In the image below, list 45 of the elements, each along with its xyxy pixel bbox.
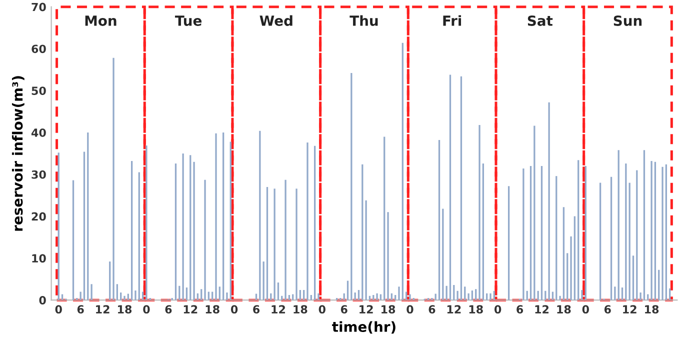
x-tick-label: 18 xyxy=(206,305,220,314)
x-tick-label: 0 xyxy=(230,305,238,314)
x-tick-label: 6 xyxy=(516,305,524,314)
x-tick-label: 18 xyxy=(469,305,483,314)
x-tick-label: 12 xyxy=(623,305,636,314)
x-tick-label: 12 xyxy=(184,305,198,314)
x-tick-label: 18 xyxy=(645,305,659,314)
annotation: Fri xyxy=(443,15,462,26)
y-tick-label: 10 xyxy=(32,254,46,263)
x-tick-label: 6 xyxy=(77,305,84,314)
x-tick-label: 0 xyxy=(406,305,414,314)
annotation: Wed xyxy=(260,15,292,26)
x-tick-label: 18 xyxy=(294,305,308,314)
x-tick-label: 12 xyxy=(360,305,373,314)
x-tick-label: 0 xyxy=(55,305,62,314)
x-tick-label: 6 xyxy=(428,305,436,314)
x-tick-label: 12 xyxy=(447,305,461,314)
annotation: Sat xyxy=(528,15,553,26)
x-tick-label: 12 xyxy=(96,305,110,314)
x-tick-label: 12 xyxy=(272,305,285,314)
y-axis-title: reservoir inflow(m³) xyxy=(12,76,24,231)
annotation: Sun xyxy=(614,15,642,26)
x-tick-label: 6 xyxy=(604,305,611,314)
x-tick-label: 0 xyxy=(582,305,589,314)
x-tick-label: 18 xyxy=(382,305,396,314)
y-tick-label: 30 xyxy=(32,170,46,179)
x-tick-label: 6 xyxy=(340,305,348,314)
x-tick-label: 6 xyxy=(253,305,260,314)
y-tick-label: 20 xyxy=(32,212,46,221)
x-tick-label: 0 xyxy=(143,305,150,314)
y-tick-label: 0 xyxy=(39,296,46,304)
y-tick-label: 70 xyxy=(32,2,46,12)
y-tick-label: 50 xyxy=(32,86,46,95)
x-tick-label: 0 xyxy=(318,305,326,314)
annotation: Tue xyxy=(174,16,202,26)
x-axis-title: time(hr) xyxy=(332,321,396,334)
y-tick-label: 40 xyxy=(31,128,46,137)
x-tick-label: 18 xyxy=(118,305,132,314)
x-tick-label: 6 xyxy=(165,305,172,314)
annotation: Mon xyxy=(85,16,116,26)
annotation: Thu xyxy=(350,15,378,26)
x-tick-label: 12 xyxy=(535,305,549,314)
x-tick-label: 18 xyxy=(557,305,571,314)
y-tick-label: 60 xyxy=(32,44,46,54)
x-tick-label: 0 xyxy=(494,305,502,314)
